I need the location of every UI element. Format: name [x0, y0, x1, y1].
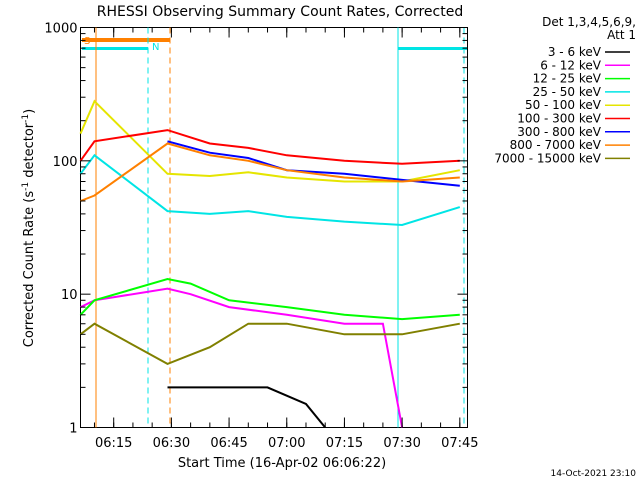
plot-frame — [80, 27, 468, 428]
series-line-2 — [79, 277, 460, 321]
series-group — [79, 99, 461, 429]
y-axis-label: Corrected Count Rate (s-1 detector-1) — [21, 109, 37, 347]
legend-label: 100 - 300 keV — [517, 112, 601, 126]
legend-label: 50 - 100 keV — [525, 98, 602, 112]
flag-n-label: N — [152, 42, 159, 53]
y-tick-label: 10 — [61, 288, 78, 303]
legend-label: 7000 - 15000 keV — [494, 151, 601, 165]
x-tick-label: 07:15 — [326, 436, 363, 451]
timestamp: 14-Oct-2021 23:10 — [551, 469, 637, 479]
legend-label: 25 - 50 keV — [533, 85, 602, 99]
series-line-5 — [79, 129, 460, 165]
y-tick-label: 100 — [53, 155, 78, 170]
legend-header-line2: Att 1 — [607, 28, 636, 42]
flag-n-bar — [82, 47, 148, 50]
legend-label: 300 - 800 keV — [517, 125, 601, 139]
legend-label: 800 - 7000 keV — [510, 138, 602, 152]
x-tick-label: 06:45 — [210, 436, 247, 451]
flag-s-label: S — [84, 36, 90, 47]
x-tick-label: 07:45 — [441, 436, 478, 451]
x-tick-label: 07:00 — [268, 436, 305, 451]
y-tick-label: 1000 — [44, 22, 77, 37]
legend-label: 3 - 6 keV — [548, 45, 602, 59]
chart-title: RHESSI Observing Summary Count Rates, Co… — [97, 4, 463, 20]
y-tick-label: 1 — [69, 422, 77, 437]
x-axis-label: Start Time (16-Apr-02 06:06:22) — [178, 456, 386, 471]
flag-s-bar — [82, 38, 170, 42]
series-line-0 — [167, 386, 326, 429]
legend-header-line1: Det 1,3,4,5,6,9, — [542, 15, 636, 29]
x-tick-label: 07:30 — [383, 436, 420, 451]
flag-n-bar-2 — [398, 47, 467, 50]
y-axis: 1 10 100 1000 — [44, 22, 468, 437]
series-line-7 — [80, 142, 460, 202]
x-tick-label: 06:15 — [95, 436, 132, 451]
legend-label: 12 - 25 keV — [533, 72, 602, 86]
series-line-1 — [80, 287, 404, 428]
legend-label: 6 - 12 keV — [540, 58, 602, 72]
x-tick-label: 06:30 — [153, 436, 190, 451]
flag-bars: SN — [82, 27, 467, 428]
x-axis: 06:15 06:30 06:45 07:00 07:15 07:30 07:45 — [93, 27, 479, 451]
series-line-3 — [79, 153, 461, 227]
series-line-4 — [79, 99, 460, 183]
series-line-8 — [79, 322, 460, 366]
